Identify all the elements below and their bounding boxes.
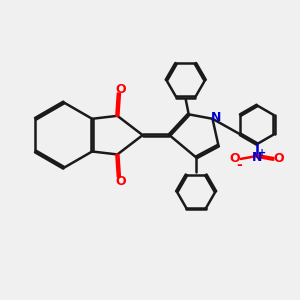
Text: +: + <box>258 148 266 158</box>
Text: N: N <box>252 151 262 164</box>
Text: O: O <box>274 152 284 165</box>
Text: O: O <box>115 175 126 188</box>
Text: O: O <box>115 82 126 96</box>
Text: -: - <box>236 158 242 172</box>
Text: O: O <box>230 152 240 165</box>
Text: N: N <box>211 111 221 124</box>
